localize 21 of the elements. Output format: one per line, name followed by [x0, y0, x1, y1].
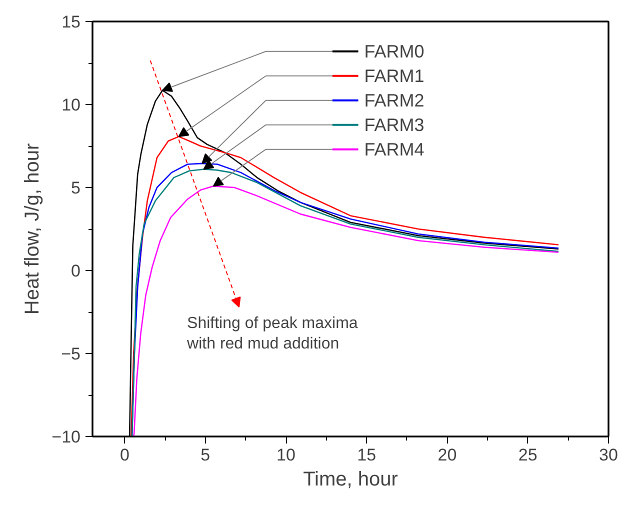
legend-label: FARM1: [364, 66, 424, 86]
legend-label: FARM2: [364, 90, 424, 110]
x-tick-label: 10: [276, 446, 296, 464]
legend-label: FARM3: [364, 114, 424, 135]
y-tick-label: 15: [62, 12, 81, 32]
annotation: Shifting of peak maxima with red mud addition: [186, 315, 358, 352]
legend-label: FARM4: [364, 139, 424, 160]
y-tick-label: 0: [71, 262, 81, 280]
x-axis-title: Time, hour: [303, 468, 398, 490]
y-axis-title: Heat flow, J/g, hour: [22, 143, 44, 315]
x-tick-label: 25: [518, 446, 538, 464]
legend-label: FARM0: [364, 41, 424, 62]
x-tick-label: 20: [438, 446, 457, 464]
x-tick-label: 5: [200, 446, 210, 464]
y-tick-label: −10: [52, 428, 81, 446]
x-tick-label: 0: [120, 446, 130, 464]
y-tick-label: 5: [71, 178, 81, 198]
x-tick-label: 30: [599, 446, 618, 464]
x-tick-label: 15: [357, 446, 376, 464]
y-tick-label: 10: [62, 96, 81, 114]
y-tick-label: −5: [61, 344, 81, 364]
